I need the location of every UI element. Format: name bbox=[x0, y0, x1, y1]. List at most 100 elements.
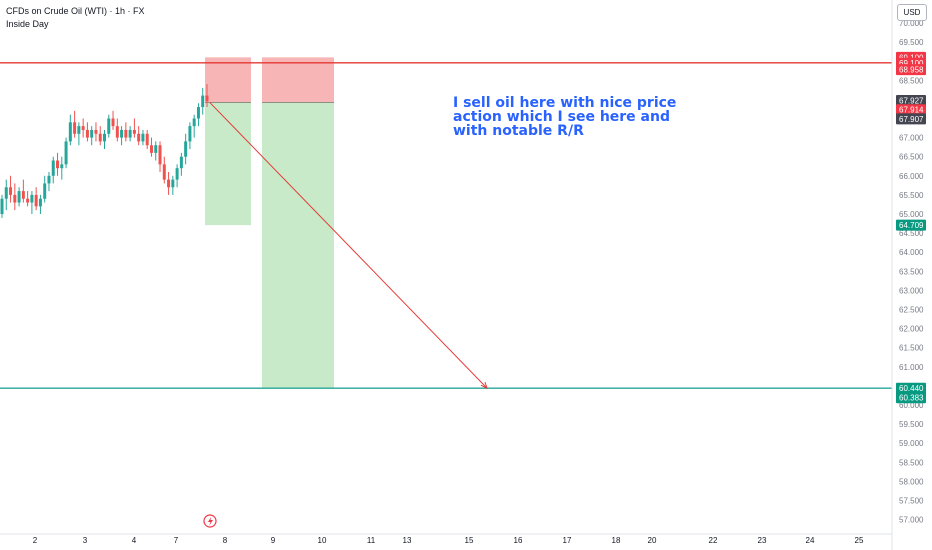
price-tick-label: 62.000 bbox=[899, 325, 924, 334]
candle-body bbox=[149, 145, 153, 153]
trade-zone-stop-1[interactable] bbox=[205, 57, 251, 103]
price-tick-label: 57.000 bbox=[899, 516, 924, 525]
candles bbox=[0, 84, 209, 218]
time-tick-label: 25 bbox=[855, 536, 864, 545]
price-tick-label: 63.500 bbox=[899, 267, 924, 276]
price-tick-label: 62.500 bbox=[899, 306, 924, 315]
candle-body bbox=[51, 160, 55, 176]
price-label-bg bbox=[896, 64, 926, 76]
price-label-text: 64.709 bbox=[899, 221, 924, 230]
time-tick-label: 15 bbox=[465, 536, 474, 545]
candle-body bbox=[73, 122, 77, 134]
candle-body bbox=[43, 183, 47, 199]
candle-body bbox=[171, 179, 175, 188]
candle-body bbox=[154, 145, 158, 153]
time-tick-label: 23 bbox=[758, 536, 767, 545]
candle-body bbox=[30, 194, 34, 203]
candle-body bbox=[77, 126, 81, 134]
candle-body bbox=[94, 129, 98, 134]
time-tick-label: 11 bbox=[367, 536, 376, 545]
horizontal-lines bbox=[0, 62, 892, 389]
price-tick-label: 70.000 bbox=[899, 19, 924, 28]
price-label-text: 60.383 bbox=[899, 394, 924, 403]
event-icon[interactable] bbox=[203, 514, 217, 528]
candle-body bbox=[13, 194, 17, 203]
price-labels: 69.10069.10068.95867.92767.91467.90764.7… bbox=[896, 51, 926, 404]
trade-zone-target-1[interactable] bbox=[205, 102, 251, 226]
candle-body bbox=[103, 133, 106, 142]
candle-body bbox=[107, 118, 111, 134]
price-label-text: 60.440 bbox=[899, 384, 924, 393]
candle-body bbox=[141, 133, 145, 142]
price-label-bg bbox=[896, 219, 926, 231]
price-tick-label: 65.000 bbox=[899, 210, 924, 219]
candle-body bbox=[175, 168, 179, 180]
price-label-text: 67.907 bbox=[899, 115, 924, 124]
candle-body bbox=[9, 187, 13, 195]
price-tick-label: 67.000 bbox=[899, 134, 924, 143]
time-tick-label: 3 bbox=[83, 536, 88, 545]
time-tick-label: 8 bbox=[223, 536, 228, 545]
candle-body bbox=[64, 141, 68, 165]
time-axis[interactable]: 2 3 4 7 8 9 10 11 13 15 16 17 18 20 22 23 24 25 bbox=[33, 536, 864, 545]
time-tick-label: 9 bbox=[271, 536, 276, 545]
trade-zones bbox=[205, 57, 334, 389]
candle-body bbox=[184, 141, 188, 157]
candle-body bbox=[201, 95, 205, 108]
annotation-text: I sell oil here with nice price action w… bbox=[453, 95, 677, 139]
price-label-text: 69.100 bbox=[899, 59, 924, 68]
candle-body bbox=[68, 122, 72, 142]
candle-body bbox=[17, 191, 21, 203]
projection-line[interactable] bbox=[209, 102, 488, 389]
candle-body bbox=[60, 164, 64, 169]
candle-body bbox=[167, 179, 171, 188]
candle-body bbox=[162, 164, 166, 180]
time-tick-label: 17 bbox=[563, 536, 572, 545]
candle-body bbox=[192, 118, 196, 127]
indicator-label: Inside Day bbox=[6, 19, 49, 29]
price-tick-label: 59.000 bbox=[899, 439, 924, 448]
candle-body bbox=[56, 160, 60, 169]
candle-body bbox=[158, 145, 162, 165]
time-tick-label: 16 bbox=[514, 536, 523, 545]
candle-body bbox=[137, 133, 141, 142]
price-label-text: 67.927 bbox=[899, 97, 924, 106]
candle-body bbox=[205, 95, 209, 102]
trade-zone-target-2[interactable] bbox=[262, 102, 334, 389]
price-tick-label: 65.500 bbox=[899, 191, 924, 200]
candle-body bbox=[128, 129, 132, 138]
time-tick-label: 13 bbox=[403, 536, 412, 545]
time-tick-label: 20 bbox=[648, 536, 657, 545]
price-tick-label: 68.500 bbox=[899, 76, 924, 85]
symbol-title: CFDs on Crude Oil (WTI) · 1h · FX bbox=[6, 6, 145, 16]
candle-body bbox=[120, 129, 124, 138]
time-tick-label: 22 bbox=[709, 536, 718, 545]
price-label-text: 68.958 bbox=[899, 66, 924, 75]
currency-button[interactable]: USD bbox=[897, 4, 927, 21]
time-tick-label: 7 bbox=[174, 536, 179, 545]
price-tick-label: 61.500 bbox=[899, 344, 924, 353]
candle-body bbox=[124, 129, 128, 138]
trade-zone-stop-2[interactable] bbox=[262, 57, 334, 103]
price-tick-label: 69.500 bbox=[899, 38, 924, 47]
candle-body bbox=[179, 156, 183, 169]
projection-arrowhead bbox=[480, 382, 488, 390]
candle-body bbox=[0, 198, 4, 214]
price-tick-label: 66.500 bbox=[899, 153, 924, 162]
candle-body bbox=[4, 187, 8, 199]
price-tick-label: 63.000 bbox=[899, 286, 924, 295]
candle-body bbox=[115, 126, 119, 138]
time-tick-label: 4 bbox=[132, 536, 137, 545]
price-tick-label: 64.500 bbox=[899, 229, 924, 238]
time-tick-label: 2 bbox=[33, 536, 38, 545]
price-tick-label: 64.000 bbox=[899, 248, 924, 257]
candle-body bbox=[81, 126, 85, 130]
price-tick-label: 61.000 bbox=[899, 363, 924, 372]
price-tick-label: 57.500 bbox=[899, 497, 924, 506]
lightning-bolt bbox=[208, 517, 213, 526]
price-label-bg bbox=[896, 392, 926, 404]
projection-arrow[interactable] bbox=[209, 102, 488, 390]
candle-body bbox=[34, 194, 38, 207]
